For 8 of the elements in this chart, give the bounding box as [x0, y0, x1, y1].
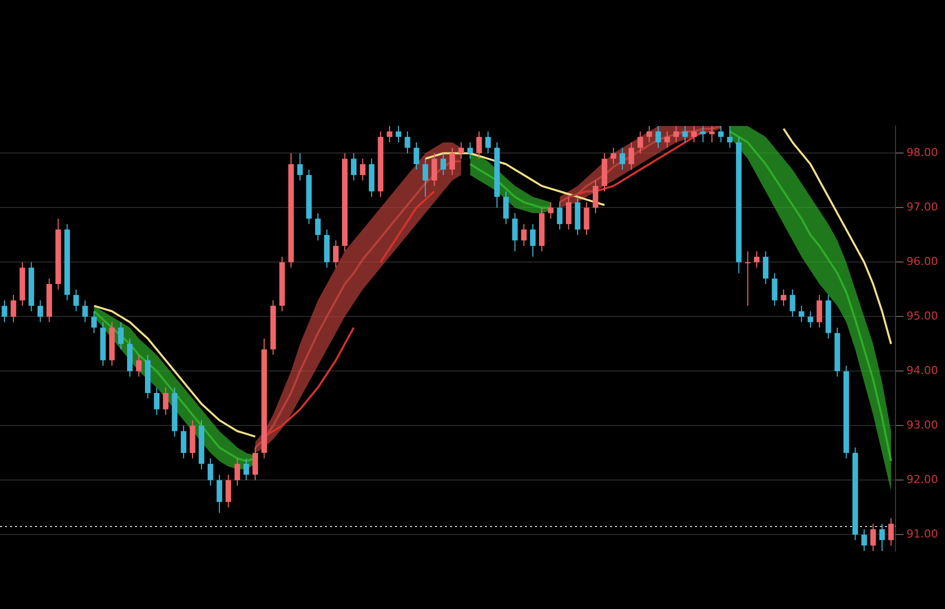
y-tick-label: 96.00 — [906, 255, 938, 268]
y-tick-label: 95.00 — [906, 310, 938, 323]
y-tick-label: 94.00 — [906, 364, 938, 378]
y-tick-label: 98.00 — [906, 146, 938, 160]
y-tick-label: 92.00 — [906, 473, 938, 486]
y-tick-label: 91.00 — [906, 528, 938, 541]
y-tick-label: 93.00 — [906, 418, 938, 432]
y-tick-label: 97.00 — [906, 200, 938, 214]
